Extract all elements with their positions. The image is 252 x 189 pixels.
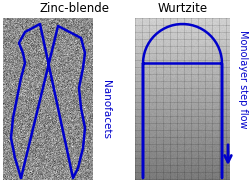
- Text: Wurtzite: Wurtzite: [158, 2, 208, 15]
- Text: Zinc-blende: Zinc-blende: [40, 2, 110, 15]
- Text: Monolayer step flow: Monolayer step flow: [238, 30, 248, 128]
- Text: Nanofacets: Nanofacets: [101, 80, 111, 139]
